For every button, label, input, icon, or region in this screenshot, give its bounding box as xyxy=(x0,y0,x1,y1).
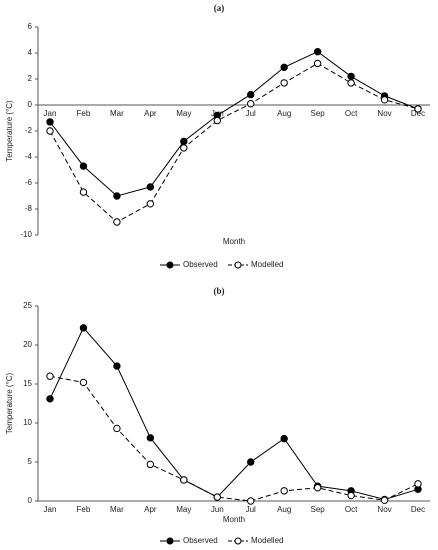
data-point xyxy=(313,48,322,56)
y-tick-label: 10 xyxy=(23,418,32,427)
x-tick-label: Jul xyxy=(246,109,256,118)
data-point xyxy=(146,183,155,191)
legend-marker xyxy=(166,261,174,269)
series-line xyxy=(49,62,419,223)
x-tick-label: Feb xyxy=(77,505,91,514)
data-point xyxy=(180,137,188,146)
x-tick-label: Dec xyxy=(411,505,425,514)
legend-label: Observed xyxy=(183,260,218,269)
legend-label: Modelled xyxy=(251,260,283,269)
chart-title: (a) xyxy=(214,3,225,13)
x-tick-label: Nov xyxy=(377,109,391,118)
data-point xyxy=(46,395,54,403)
data-point xyxy=(313,59,322,68)
series-line xyxy=(49,375,419,502)
x-axis-label: Month xyxy=(223,237,245,246)
data-point xyxy=(113,192,121,200)
data-point xyxy=(380,96,389,104)
y-tick-label: 5 xyxy=(28,457,33,466)
data-point xyxy=(146,200,155,208)
data-point xyxy=(46,372,54,380)
data-point xyxy=(146,460,155,469)
data-point xyxy=(180,476,188,484)
x-tick-label: May xyxy=(176,109,191,118)
data-point xyxy=(280,63,288,72)
x-tick-label: Apr xyxy=(144,505,157,514)
data-point xyxy=(79,162,88,170)
x-tick-label: Dec xyxy=(411,109,425,118)
y-tick-label: 4 xyxy=(28,48,33,57)
legend-label: Modelled xyxy=(251,536,283,545)
x-tick-label: Sep xyxy=(311,505,326,514)
data-point xyxy=(79,188,88,196)
data-point xyxy=(347,491,355,500)
legend-marker xyxy=(234,537,242,545)
data-point xyxy=(46,118,54,126)
x-tick-label: Mar xyxy=(110,109,124,118)
chart-title: (b) xyxy=(214,286,225,296)
x-tick-label: Mar xyxy=(110,505,124,514)
legend-label: Observed xyxy=(183,536,218,545)
y-tick-label: -2 xyxy=(25,126,33,135)
x-tick-label: Aug xyxy=(277,505,291,514)
data-point xyxy=(79,378,88,387)
data-point xyxy=(247,90,255,99)
x-tick-label: Jan xyxy=(44,505,57,514)
data-point xyxy=(213,116,221,125)
y-tick-label: 15 xyxy=(23,379,32,388)
data-point xyxy=(247,497,255,505)
y-tick-label: 0 xyxy=(28,100,33,109)
y-tick-label: -4 xyxy=(25,152,33,161)
x-tick-label: Sep xyxy=(311,109,326,118)
legend-marker xyxy=(234,261,242,269)
x-tick-label: Oct xyxy=(345,109,358,118)
y-tick-label: 25 xyxy=(23,301,32,310)
x-tick-label: Aug xyxy=(277,109,291,118)
data-point xyxy=(79,324,88,332)
data-point xyxy=(46,127,54,135)
data-point xyxy=(380,496,389,504)
legend-marker xyxy=(166,537,174,545)
data-point xyxy=(247,100,255,108)
data-point xyxy=(414,105,422,113)
y-axis-label: Temperature (°C) xyxy=(5,372,14,434)
data-point xyxy=(113,362,121,370)
x-tick-label: Apr xyxy=(144,109,157,118)
data-point xyxy=(213,493,221,501)
x-tick-label: Jun xyxy=(211,505,224,514)
data-point xyxy=(280,487,288,495)
x-tick-label: Oct xyxy=(345,505,358,514)
y-tick-label: -8 xyxy=(25,204,33,213)
y-tick-label: -10 xyxy=(20,230,32,239)
y-tick-label: 20 xyxy=(23,340,32,349)
y-tick-label: 6 xyxy=(28,22,33,31)
y-axis-label: Temperature (°C) xyxy=(5,100,14,162)
series-line xyxy=(49,51,419,197)
data-point xyxy=(347,72,355,81)
x-tick-label: Feb xyxy=(77,109,91,118)
x-axis-label: Month xyxy=(223,515,245,524)
data-point xyxy=(347,79,355,87)
data-point xyxy=(113,218,121,226)
x-tick-label: Jan xyxy=(44,109,57,118)
y-tick-label: 0 xyxy=(28,496,33,505)
x-tick-label: Jul xyxy=(246,505,256,514)
data-point xyxy=(414,480,422,488)
data-point xyxy=(113,424,121,433)
y-tick-label: 2 xyxy=(28,74,33,83)
x-tick-label: Nov xyxy=(377,505,391,514)
data-point xyxy=(280,79,288,87)
y-tick-label: -6 xyxy=(25,178,33,187)
data-point xyxy=(280,434,288,443)
data-point xyxy=(313,484,322,492)
data-point xyxy=(247,458,255,466)
data-point xyxy=(180,144,188,152)
series-line xyxy=(49,326,419,500)
data-point xyxy=(146,434,155,442)
x-tick-label: May xyxy=(176,505,191,514)
